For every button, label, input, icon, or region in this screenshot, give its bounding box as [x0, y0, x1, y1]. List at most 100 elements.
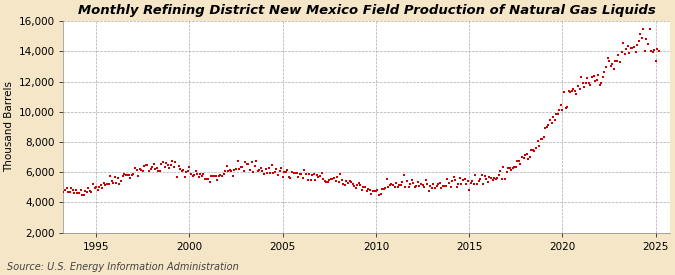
Point: [641, 36, 652, 41]
Point: [352, 183, 362, 188]
Point: [238, 168, 249, 173]
Point: [347, 182, 358, 186]
Point: [139, 164, 150, 168]
Point: [134, 166, 145, 171]
Point: [167, 159, 178, 164]
Point: [226, 169, 237, 173]
Point: [585, 82, 596, 87]
Point: [637, 36, 647, 40]
Point: [599, 70, 610, 75]
Point: [153, 169, 164, 173]
Point: [372, 188, 383, 192]
Point: [311, 173, 322, 177]
Point: [436, 186, 447, 191]
Point: [541, 125, 552, 129]
Point: [557, 108, 568, 112]
Point: [490, 177, 501, 182]
Point: [358, 185, 369, 189]
Point: [229, 167, 240, 172]
Point: [265, 171, 275, 175]
Point: [459, 177, 470, 181]
Point: [285, 175, 296, 180]
Point: [381, 177, 392, 181]
Point: [178, 168, 188, 172]
Point: [639, 49, 650, 53]
Point: [539, 135, 549, 139]
Point: [501, 170, 512, 174]
Point: [498, 165, 509, 169]
Point: [521, 152, 532, 156]
Point: [138, 168, 148, 173]
Point: [524, 154, 535, 159]
Point: [284, 175, 294, 179]
Point: [646, 49, 657, 54]
Point: [377, 187, 387, 192]
Point: [80, 189, 90, 194]
Point: [251, 158, 262, 163]
Point: [200, 177, 211, 182]
Point: [299, 168, 310, 172]
Point: [202, 177, 213, 182]
Point: [66, 186, 77, 190]
Point: [496, 176, 507, 181]
Point: [182, 168, 193, 173]
Point: [150, 167, 161, 171]
Point: [448, 175, 459, 179]
Point: [296, 172, 306, 177]
Point: [433, 182, 443, 186]
Point: [630, 50, 641, 54]
Point: [267, 163, 277, 167]
Point: [406, 178, 417, 182]
Point: [562, 105, 572, 109]
Point: [151, 166, 162, 170]
Point: [302, 178, 313, 182]
Point: [161, 161, 171, 165]
Point: [402, 178, 412, 183]
Point: [579, 85, 590, 89]
Point: [595, 83, 605, 87]
Point: [131, 167, 142, 172]
Point: [148, 162, 159, 166]
Point: [271, 166, 282, 171]
Point: [367, 189, 378, 193]
Point: [464, 188, 475, 192]
Point: [608, 67, 619, 71]
Point: [130, 166, 140, 170]
Point: [275, 166, 286, 170]
Point: [338, 182, 349, 186]
Point: [445, 185, 456, 189]
Point: [336, 178, 347, 182]
Point: [220, 169, 231, 174]
Point: [366, 192, 377, 196]
Point: [165, 163, 176, 167]
Point: [146, 164, 157, 169]
Point: [484, 175, 495, 180]
Point: [273, 173, 284, 178]
Point: [427, 186, 437, 191]
Point: [477, 173, 487, 177]
Point: [173, 164, 184, 168]
Point: [425, 183, 436, 188]
Point: [577, 81, 588, 86]
Point: [537, 137, 547, 142]
Point: [209, 174, 219, 178]
Point: [344, 179, 355, 183]
Point: [113, 176, 124, 180]
Point: [412, 180, 423, 185]
Point: [88, 182, 99, 186]
Point: [591, 78, 602, 82]
Point: [349, 184, 360, 188]
Point: [323, 180, 333, 184]
Point: [563, 89, 574, 94]
Point: [421, 177, 431, 182]
Point: [59, 188, 70, 192]
Point: [475, 177, 485, 182]
Point: [346, 180, 356, 184]
Point: [171, 175, 182, 179]
Point: [70, 188, 81, 192]
Point: [610, 58, 621, 63]
Point: [510, 164, 521, 169]
Point: [164, 166, 175, 170]
Point: [619, 52, 630, 56]
Point: [162, 163, 173, 167]
